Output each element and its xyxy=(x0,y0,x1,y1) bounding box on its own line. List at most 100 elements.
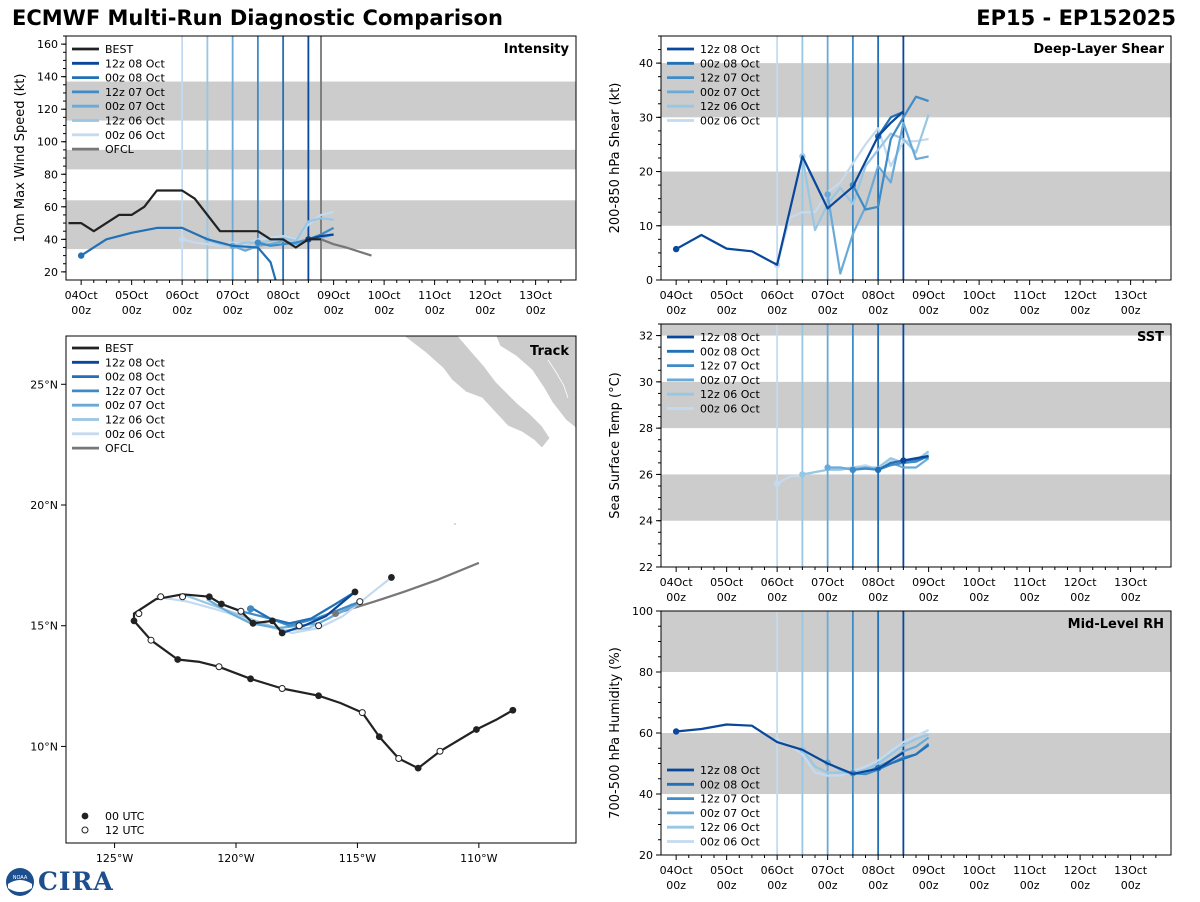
marker-12utc xyxy=(358,709,366,717)
y-tick-label: 0 xyxy=(646,274,653,287)
land-mass xyxy=(495,336,576,429)
x-tick-label-date: 06Oct xyxy=(761,576,795,589)
legend-entry: OFCL xyxy=(105,442,135,455)
marker-12utc xyxy=(147,636,155,644)
marker-00utc xyxy=(249,619,257,627)
y-tick-label: 20°N xyxy=(30,499,58,512)
land-border xyxy=(547,359,569,399)
x-tick-label-date: 09Oct xyxy=(912,289,946,302)
x-tick-label-hour: 00z xyxy=(122,304,142,317)
legend-marker-12utc xyxy=(81,826,89,834)
x-tick-label-date: 07Oct xyxy=(811,289,845,302)
x-tick-label-date: 05Oct xyxy=(710,864,744,877)
y-tick-label: 10°N xyxy=(30,740,58,753)
x-tick-label-date: 04Oct xyxy=(660,864,694,877)
legend-entry: 00z 07 Oct xyxy=(700,807,760,820)
legend-entry: 12z 06 Oct xyxy=(700,388,760,401)
legend-entry: BEST xyxy=(105,342,133,355)
legend-entry: 12z 07 Oct xyxy=(700,72,760,85)
x-tick-label-date: 13Oct xyxy=(1114,289,1148,302)
x-tick-label-date: 06Oct xyxy=(166,289,200,302)
x-tick-label-hour: 00z xyxy=(666,879,686,892)
marker-00utc xyxy=(388,574,395,581)
legend-entry: 00z 08 Oct xyxy=(700,57,760,70)
y-tick-label: 80 xyxy=(639,666,653,679)
legend-entry: 00 UTC xyxy=(105,810,145,823)
x-tick-label-date: 11Oct xyxy=(418,289,452,302)
series-start-marker xyxy=(900,457,907,464)
series-start-marker xyxy=(824,464,831,471)
legend-entry: 00z 08 Oct xyxy=(105,72,165,85)
x-tick-label-hour: 00z xyxy=(969,304,989,317)
legend-entry: 12z 06 Oct xyxy=(105,115,165,128)
y-tick-label: 20 xyxy=(44,266,58,279)
y-tick-label: 60 xyxy=(44,201,58,214)
y-tick-label: 26 xyxy=(639,468,653,481)
y-tick-label: 30 xyxy=(639,376,653,389)
x-tick-label-hour: 00z xyxy=(1121,304,1141,317)
legend-entry: 00z 07 Oct xyxy=(700,86,760,99)
series-start-marker xyxy=(799,471,806,478)
x-tick-label: 120°W xyxy=(217,852,254,865)
x-tick-label-hour: 00z xyxy=(767,591,787,604)
y-tick-label: 32 xyxy=(639,330,653,343)
noaa-logo-icon: NOAA xyxy=(6,868,34,896)
marker-12utc xyxy=(179,593,187,601)
x-tick-label-date: 08Oct xyxy=(862,576,896,589)
x-tick-label-date: 08Oct xyxy=(862,864,896,877)
x-tick-label-date: 07Oct xyxy=(216,289,250,302)
x-tick-label-date: 10Oct xyxy=(963,289,997,302)
y-axis-label: Sea Surface Temp (°C) xyxy=(608,372,623,519)
x-tick-label-date: 07Oct xyxy=(811,864,845,877)
marker-12utc xyxy=(395,755,403,762)
marker-00utc xyxy=(473,726,480,733)
legend-entry: 00z 07 Oct xyxy=(105,100,165,113)
legend-entry: BEST xyxy=(105,43,133,56)
legend-entry: 12z 06 Oct xyxy=(105,414,165,427)
legend-entry: 00z 06 Oct xyxy=(105,129,165,142)
threshold-band xyxy=(661,611,1171,672)
legend-entry: 00z 08 Oct xyxy=(700,778,760,791)
series-start-marker xyxy=(874,466,882,473)
page-title: ECMWF Multi-Run Diagnostic Comparison xyxy=(12,6,503,30)
legend-entry: 12z 06 Oct xyxy=(700,821,760,834)
x-tick-label-hour: 00z xyxy=(717,879,737,892)
panel-label: SST xyxy=(1137,330,1164,345)
x-tick-label-date: 09Oct xyxy=(912,864,946,877)
x-tick-label-date: 12Oct xyxy=(1064,289,1098,302)
y-tick-label: 10 xyxy=(639,220,653,233)
threshold-band xyxy=(661,324,1171,336)
series-line-12z-06-oct xyxy=(801,733,929,774)
x-tick-label-hour: 00z xyxy=(1020,591,1040,604)
legend-entry: 12z 07 Oct xyxy=(105,86,165,99)
marker-00utc xyxy=(205,593,213,601)
land-mass xyxy=(403,336,551,449)
x-tick-label-date: 10Oct xyxy=(963,576,997,589)
series-line-12z-08-oct xyxy=(903,454,929,462)
x-tick-label-date: 06Oct xyxy=(761,864,795,877)
series-start-marker xyxy=(773,480,781,487)
x-tick-label-hour: 00z xyxy=(868,879,888,892)
marker-12utc xyxy=(315,622,323,630)
threshold-band xyxy=(661,171,1171,226)
legend-entry: 12z 07 Oct xyxy=(700,360,760,373)
x-tick-label-hour: 00z xyxy=(717,591,737,604)
x-tick-label-date: 11Oct xyxy=(1013,289,1047,302)
x-tick-label-date: 05Oct xyxy=(710,289,744,302)
plot-area xyxy=(661,36,1171,280)
x-tick-label-date: 09Oct xyxy=(912,576,946,589)
x-tick-label-hour: 00z xyxy=(1070,879,1090,892)
marker-00utc xyxy=(509,706,517,714)
x-tick-label-hour: 00z xyxy=(71,304,91,317)
series-line-best xyxy=(68,189,321,249)
x-tick-label-hour: 00z xyxy=(172,304,192,317)
y-axis-label: 700-500 hPa Humidity (%) xyxy=(608,647,623,819)
x-tick-label-date: 12Oct xyxy=(469,289,503,302)
y-tick-label: 140 xyxy=(37,71,58,84)
legend-entry: 00z 08 Oct xyxy=(105,371,165,384)
x-tick-label-date: 10Oct xyxy=(963,864,997,877)
x-tick-label-hour: 00z xyxy=(425,304,445,317)
series-line-00z-06-oct xyxy=(776,127,929,266)
